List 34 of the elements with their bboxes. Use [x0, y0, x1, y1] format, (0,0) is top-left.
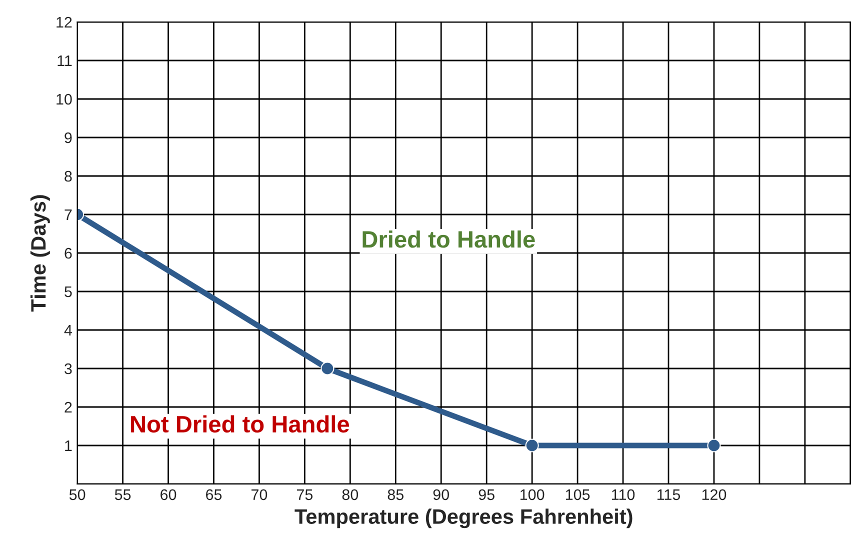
x-tick-label: 70	[252, 489, 268, 500]
y-tick-label: 12	[56, 16, 72, 28]
x-axis-title: Temperature (Degrees Fahrenheit)	[294, 508, 632, 528]
y-tick-label: 3	[64, 363, 72, 374]
annotation: Not Dried to Handle	[131, 415, 350, 433]
x-tick-label: 50	[69, 489, 86, 500]
y-axis-title: Time (Days)	[30, 195, 50, 312]
point	[525, 438, 539, 452]
x-tick-label: 65	[206, 489, 222, 500]
x-tick-label: 55	[114, 489, 131, 500]
x-tick-label: 75	[296, 489, 313, 500]
annotation: Dried to Handle	[362, 230, 535, 248]
y-tick-label: 5	[64, 286, 72, 298]
point	[707, 438, 721, 452]
y-tick-label: 7	[64, 210, 72, 220]
x-tick-label: 60	[160, 489, 176, 500]
point	[320, 362, 334, 376]
y-tick-label: 11	[58, 56, 72, 66]
x-tick-label: 90	[433, 489, 450, 500]
y-tick-label: 6	[64, 248, 72, 259]
y-tick-label: 4	[64, 325, 72, 336]
x-tick-label: 115	[657, 489, 680, 500]
x-tick-label: 80	[342, 489, 358, 500]
y-tick-label: 8	[64, 170, 72, 182]
x-tick-label: 120	[702, 489, 726, 500]
y-tick-label: 10	[56, 94, 72, 105]
y-tick-label: 2	[64, 402, 72, 413]
x-tick-label: 105	[566, 489, 590, 500]
x-tick-label: 85	[388, 489, 404, 500]
y-tick-label: 9	[64, 132, 72, 144]
x-tick-label: 95	[478, 489, 494, 500]
x-tick-label: 110	[612, 489, 635, 500]
x-tick-label: 100	[520, 489, 544, 500]
y-tick-label: 1	[65, 440, 72, 452]
